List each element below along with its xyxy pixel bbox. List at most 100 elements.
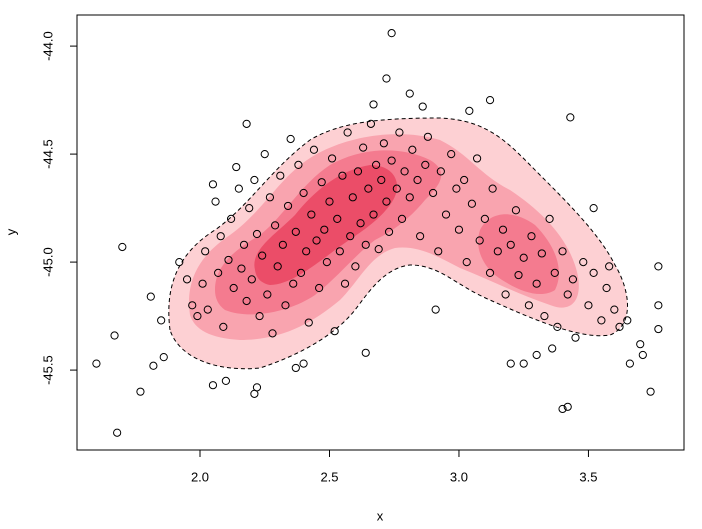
point bbox=[320, 225, 329, 234]
point bbox=[550, 268, 559, 277]
point bbox=[260, 149, 269, 159]
point bbox=[283, 201, 293, 211]
point bbox=[382, 197, 391, 206]
point bbox=[216, 232, 225, 241]
point bbox=[563, 402, 572, 411]
point bbox=[568, 275, 578, 284]
point bbox=[234, 184, 243, 193]
point bbox=[327, 154, 337, 163]
point bbox=[524, 301, 533, 310]
x-tick-label: 3.0 bbox=[450, 469, 468, 484]
point bbox=[159, 353, 168, 362]
point bbox=[584, 301, 593, 310]
point bbox=[258, 251, 267, 260]
point bbox=[245, 203, 254, 213]
point bbox=[219, 322, 228, 331]
point bbox=[250, 389, 259, 398]
point bbox=[281, 301, 290, 310]
point bbox=[610, 305, 619, 314]
point bbox=[92, 359, 101, 368]
point bbox=[465, 106, 474, 115]
point bbox=[413, 175, 422, 185]
point bbox=[532, 350, 541, 360]
x-tick-label: 3.5 bbox=[579, 469, 597, 484]
point bbox=[333, 214, 342, 223]
point bbox=[294, 160, 303, 169]
point bbox=[485, 95, 495, 105]
point bbox=[182, 275, 192, 284]
point bbox=[418, 102, 427, 111]
point bbox=[405, 89, 414, 98]
point bbox=[462, 257, 471, 267]
point bbox=[252, 229, 262, 239]
point bbox=[566, 113, 575, 122]
point bbox=[540, 311, 549, 321]
point bbox=[247, 275, 256, 284]
point bbox=[364, 184, 373, 193]
point bbox=[346, 232, 355, 241]
point bbox=[312, 236, 321, 245]
point bbox=[330, 327, 339, 336]
point bbox=[351, 262, 360, 271]
point bbox=[286, 134, 295, 144]
plot-frame bbox=[76, 14, 685, 451]
point bbox=[395, 128, 404, 137]
density-regions bbox=[168, 117, 628, 370]
point bbox=[519, 253, 528, 262]
y-tick-label: -44.5 bbox=[40, 139, 55, 169]
point bbox=[408, 145, 417, 154]
point bbox=[157, 316, 166, 325]
density-region-4 bbox=[254, 165, 398, 285]
point bbox=[428, 188, 438, 198]
point bbox=[553, 322, 562, 331]
point bbox=[110, 331, 119, 340]
point bbox=[348, 193, 357, 202]
point bbox=[221, 376, 231, 385]
point bbox=[519, 359, 528, 368]
point bbox=[299, 188, 308, 198]
point bbox=[317, 178, 326, 187]
point bbox=[384, 227, 394, 236]
point bbox=[397, 214, 407, 223]
point bbox=[493, 247, 502, 256]
point bbox=[371, 160, 381, 169]
point bbox=[203, 305, 212, 314]
point bbox=[291, 227, 300, 236]
point bbox=[255, 311, 264, 321]
point bbox=[548, 344, 557, 353]
point bbox=[237, 264, 246, 273]
point bbox=[353, 167, 363, 176]
point bbox=[291, 363, 300, 373]
point bbox=[322, 257, 331, 267]
point bbox=[374, 245, 383, 254]
point bbox=[434, 247, 443, 256]
point bbox=[646, 387, 655, 396]
point bbox=[198, 279, 207, 288]
point bbox=[263, 290, 272, 299]
point bbox=[299, 359, 308, 368]
point bbox=[359, 143, 368, 152]
point bbox=[452, 184, 461, 193]
point bbox=[175, 257, 184, 267]
point bbox=[431, 305, 440, 314]
point bbox=[623, 316, 632, 325]
point bbox=[340, 279, 350, 288]
point bbox=[356, 219, 365, 228]
point bbox=[488, 184, 497, 193]
point bbox=[208, 180, 218, 189]
point bbox=[335, 247, 344, 256]
point bbox=[563, 290, 572, 299]
x-tick-label: 2.0 bbox=[191, 469, 209, 484]
point bbox=[302, 247, 311, 256]
y-tick-label: -44.0 bbox=[40, 31, 55, 61]
point bbox=[214, 268, 223, 277]
point bbox=[558, 247, 567, 256]
point bbox=[271, 221, 280, 230]
point bbox=[224, 255, 233, 265]
point bbox=[460, 175, 469, 185]
point bbox=[441, 210, 451, 219]
point bbox=[382, 74, 391, 83]
point bbox=[369, 100, 378, 109]
point bbox=[636, 340, 645, 349]
point bbox=[307, 210, 316, 219]
